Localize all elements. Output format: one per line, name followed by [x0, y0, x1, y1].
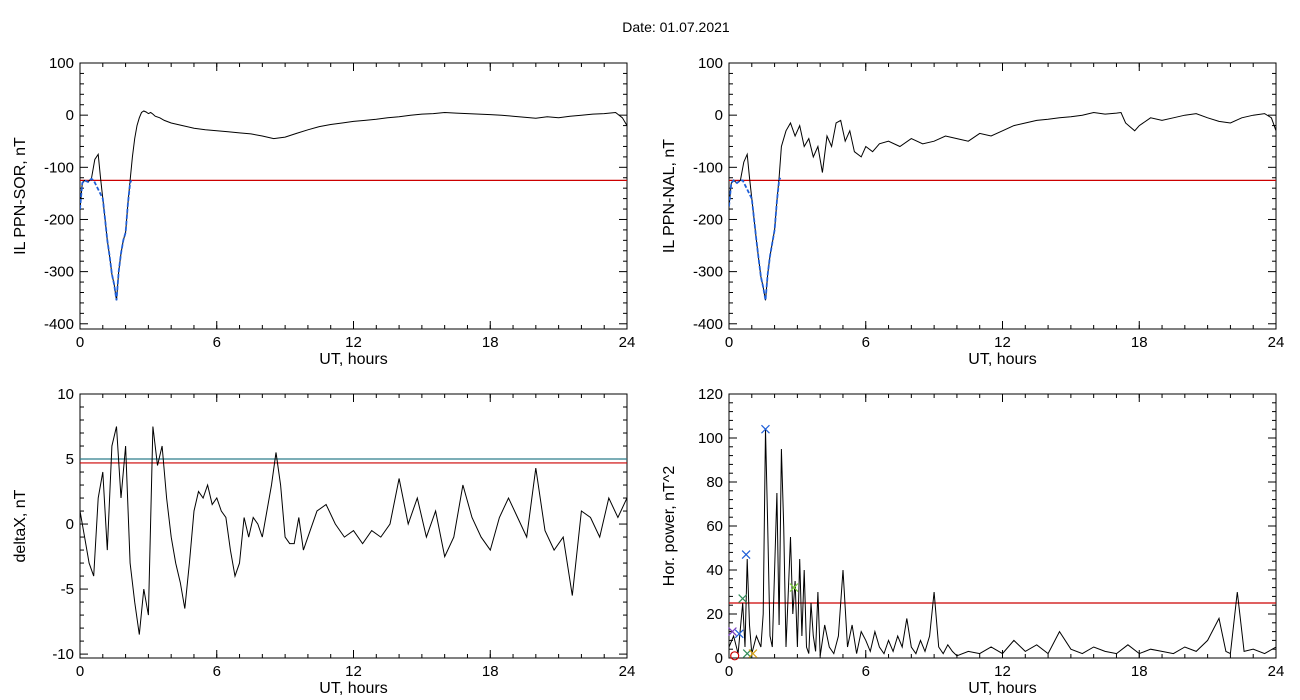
x-tick-label: 18	[482, 334, 499, 351]
y-tick-label: 100	[698, 430, 723, 447]
y-axis-label: IL PPN-SOR, nT	[12, 137, 29, 255]
figure-title: Date: 01.07.2021	[622, 19, 730, 35]
x-tick-label: 24	[1268, 334, 1285, 351]
plot-frame	[728, 62, 1277, 330]
plot-area	[80, 110, 627, 301]
highlight-segment	[80, 177, 133, 301]
y-tick-label: -300	[44, 264, 74, 281]
peak-marker	[789, 583, 799, 593]
x-tick-label: 18	[482, 663, 499, 680]
series-line	[80, 110, 627, 301]
x-tick-label: 24	[619, 663, 636, 680]
series-line	[729, 429, 1276, 657]
panel-il-ppn-nal: 0 6 12 18 24 -400 -300 -200 -100 0 100 UT, hours IL …	[661, 55, 1284, 368]
peak-marker	[761, 424, 770, 434]
y-tick-label: 0	[66, 107, 74, 124]
y-tick-label: 10	[57, 386, 74, 403]
x-tick-label: 0	[76, 334, 84, 351]
x-tick-label: 6	[213, 334, 221, 351]
plot-area	[729, 111, 1276, 301]
y-tick-label: 80	[706, 474, 723, 491]
x-tick-label: 6	[213, 663, 221, 680]
y-tick-label: 60	[706, 518, 723, 535]
x-axis-label: UT, hours	[319, 351, 387, 368]
y-tick-label: -5	[61, 581, 74, 598]
panel-hor-power: 0 6 12 18 24 0 20 40 60 80 100 120 UT, hours Hor. pow…	[661, 386, 1284, 697]
y-tick-label: -400	[44, 316, 74, 333]
y-tick-label: -100	[44, 159, 74, 176]
y-tick-label: -10	[52, 646, 74, 663]
y-tick-label: 20	[706, 606, 723, 623]
series-line	[80, 426, 627, 635]
x-tick-label: 18	[1131, 663, 1148, 680]
y-tick-label: 0	[715, 107, 723, 124]
x-tick-label: 12	[345, 334, 362, 351]
plot-frame	[79, 393, 628, 659]
y-tick-label: 100	[49, 55, 74, 72]
x-tick-label: 0	[725, 663, 733, 680]
y-tick-label: 0	[66, 516, 74, 533]
y-tick-label: -400	[693, 316, 723, 333]
x-tick-label: 24	[619, 334, 636, 351]
x-tick-label: 24	[1268, 663, 1285, 680]
x-tick-label: 12	[345, 663, 362, 680]
y-tick-label: 120	[698, 386, 723, 403]
highlight-segment	[729, 177, 782, 301]
x-axis-label: UT, hours	[968, 351, 1036, 368]
y-tick-label: -200	[693, 211, 723, 228]
x-tick-label: 12	[994, 663, 1011, 680]
peak-marker	[738, 594, 748, 604]
peak-marker	[734, 629, 744, 639]
panel-il-ppn-sor: 0 6 12 18 24 -400 -300 -200 -100 0 100 UT, hours IL …	[12, 55, 635, 368]
y-tick-label: -100	[693, 159, 723, 176]
y-axis-label: IL PPN-NAL, nT	[661, 139, 678, 253]
y-tick-label: -300	[693, 264, 723, 281]
y-axis-label: Hor. power, nT^2	[661, 466, 678, 587]
x-tick-label: 12	[994, 334, 1011, 351]
x-tick-label: 18	[1131, 334, 1148, 351]
x-axis-label: UT, hours	[968, 680, 1036, 697]
plot-area	[729, 429, 1276, 657]
x-tick-label: 0	[725, 334, 733, 351]
peak-marker	[748, 649, 758, 659]
panel-deltax: 0 6 12 18 24 -10 -5 0 5 10 UT, hours deltaX, nT	[12, 386, 635, 697]
plot-frame	[79, 62, 628, 330]
y-tick-label: -200	[44, 211, 74, 228]
plot-frame	[728, 393, 1277, 659]
y-tick-label: 40	[706, 562, 723, 579]
peak-marker	[741, 550, 751, 560]
x-tick-label: 6	[862, 663, 870, 680]
y-tick-label: 5	[66, 451, 74, 468]
series-line	[729, 111, 1276, 301]
y-axis-label: deltaX, nT	[12, 489, 29, 562]
x-tick-label: 0	[76, 663, 84, 680]
x-axis-label: UT, hours	[319, 680, 387, 697]
y-tick-label: 100	[698, 55, 723, 72]
peak-marker	[727, 627, 737, 637]
x-tick-label: 6	[862, 334, 870, 351]
peak-marker	[730, 651, 740, 661]
y-tick-label: 0	[715, 650, 723, 667]
plot-area	[80, 426, 627, 635]
